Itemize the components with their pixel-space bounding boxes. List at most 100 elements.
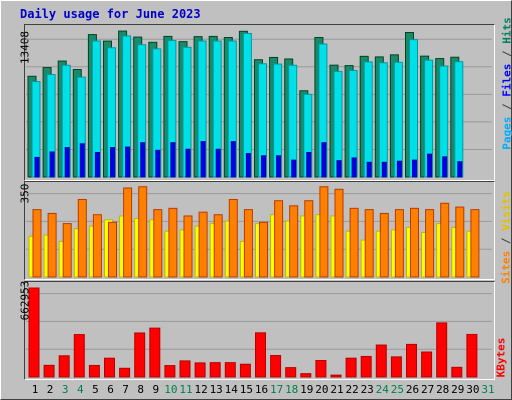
day-label-12: 12 — [194, 383, 207, 396]
day-label-4: 4 — [77, 383, 84, 396]
bar-pages-day-19 — [306, 151, 312, 178]
bar-pages-day-16 — [261, 155, 266, 178]
bar-pages-day-15 — [245, 153, 251, 178]
bar-sites-day-16 — [259, 221, 268, 278]
bar-files-day-23 — [363, 61, 373, 178]
day-label-15: 15 — [240, 383, 253, 396]
day-label-14: 14 — [225, 383, 239, 396]
bar-files-day-25 — [393, 61, 403, 178]
day-label-2: 2 — [47, 383, 54, 396]
day-label-30: 30 — [466, 383, 479, 396]
bar-pages-day-21 — [336, 160, 342, 178]
bar-sites-day-20 — [319, 186, 329, 278]
bar-pages-day-22 — [351, 157, 357, 178]
bar-pages-day-4 — [79, 143, 85, 178]
bar-kbytes-day-24 — [375, 344, 387, 378]
bar-kbytes-day-2 — [43, 364, 55, 378]
day-label-19: 19 — [300, 383, 313, 396]
bar-pages-day-20 — [321, 142, 327, 178]
day-label-9: 9 — [152, 383, 159, 396]
bar-kbytes-day-15 — [239, 363, 251, 378]
bar-sites-day-5 — [92, 214, 102, 278]
bar-sites-day-9 — [153, 209, 163, 278]
bar-sites-day-3 — [62, 223, 72, 278]
bar-pages-day-12 — [200, 141, 206, 178]
bar-kbytes-day-25 — [390, 356, 402, 378]
day-label-7: 7 — [122, 383, 129, 396]
bar-kbytes-day-28 — [436, 322, 448, 378]
bar-sites-day-12 — [198, 211, 208, 278]
day-label-27: 27 — [421, 383, 434, 396]
day-label-28: 28 — [436, 383, 449, 396]
bar-kbytes-day-4 — [73, 334, 85, 378]
bar-kbytes-day-12 — [194, 362, 206, 378]
bar-sites-day-19 — [304, 200, 314, 278]
bar-sites-day-13 — [213, 214, 223, 278]
bar-files-day-29 — [454, 61, 464, 178]
day-label-10: 10 — [164, 383, 177, 396]
bar-sites-day-28 — [440, 202, 450, 278]
bar-kbytes-day-21 — [330, 374, 342, 378]
bar-pages-day-26 — [412, 159, 417, 178]
bar-pages-day-11 — [185, 148, 191, 178]
bar-sites-day-26 — [410, 207, 419, 278]
bar-sites-day-25 — [394, 209, 404, 278]
bar-sites-day-29 — [455, 206, 465, 278]
bar-sites-day-18 — [289, 205, 299, 278]
bar-pages-day-25 — [396, 160, 402, 178]
bar-kbytes-day-3 — [58, 355, 70, 378]
bar-sites-day-15 — [243, 209, 253, 278]
bar-sites-day-8 — [138, 186, 148, 278]
bar-kbytes-day-29 — [451, 366, 463, 378]
bar-kbytes-day-14 — [224, 362, 236, 378]
bar-pages-day-8 — [140, 142, 146, 178]
day-label-22: 22 — [345, 383, 358, 396]
bar-kbytes-day-8 — [134, 332, 146, 378]
day-label-23: 23 — [361, 383, 374, 396]
bar-kbytes-day-26 — [406, 343, 417, 378]
bar-pages-day-13 — [215, 148, 221, 178]
day-label-31: 31 — [481, 383, 494, 396]
bar-kbytes-day-27 — [421, 351, 433, 378]
bar-sites-day-17 — [274, 200, 284, 278]
bar-pages-day-23 — [366, 161, 372, 178]
bar-kbytes-day-10 — [164, 365, 176, 378]
day-label-17: 17 — [270, 383, 283, 396]
bar-kbytes-day-20 — [315, 359, 327, 378]
bar-pages-day-7 — [125, 146, 131, 178]
bar-files-day-24 — [378, 62, 388, 178]
bar-sites-day-2 — [47, 212, 57, 278]
day-label-26: 26 — [406, 383, 419, 396]
day-label-3: 3 — [62, 383, 69, 396]
bar-sites-day-21 — [334, 188, 344, 278]
day-label-29: 29 — [451, 383, 464, 396]
bar-kbytes-day-22 — [345, 357, 357, 378]
bar-kbytes-day-5 — [88, 364, 100, 378]
bar-pages-day-27 — [427, 153, 433, 178]
bar-kbytes-day-19 — [300, 373, 312, 378]
bar-sites-day-24 — [379, 212, 389, 278]
bar-sites-day-14 — [228, 198, 238, 278]
bar-pages-day-3 — [64, 147, 70, 178]
bar-kbytes-day-7 — [119, 367, 131, 378]
bar-pages-day-6 — [110, 147, 115, 178]
chart-title: Daily usage for June 2023 — [20, 7, 201, 21]
bar-files-day-26 — [409, 39, 418, 178]
bar-pages-day-5 — [94, 151, 100, 178]
bar-pages-day-18 — [291, 159, 297, 178]
bar-sites-day-23 — [364, 209, 374, 278]
bar-sites-day-6 — [108, 221, 117, 278]
day-label-5: 5 — [92, 383, 99, 396]
bar-kbytes-day-13 — [209, 362, 221, 378]
day-label-13: 13 — [210, 383, 223, 396]
bar-pages-day-1 — [34, 156, 40, 178]
bar-pages-day-2 — [49, 151, 55, 178]
bar-sites-day-7 — [123, 187, 133, 278]
day-label-21: 21 — [330, 383, 343, 396]
bar-sites-day-1 — [32, 209, 42, 278]
day-label-18: 18 — [285, 383, 298, 396]
bar-sites-day-27 — [425, 209, 435, 278]
bar-kbytes-day-23 — [360, 355, 372, 378]
